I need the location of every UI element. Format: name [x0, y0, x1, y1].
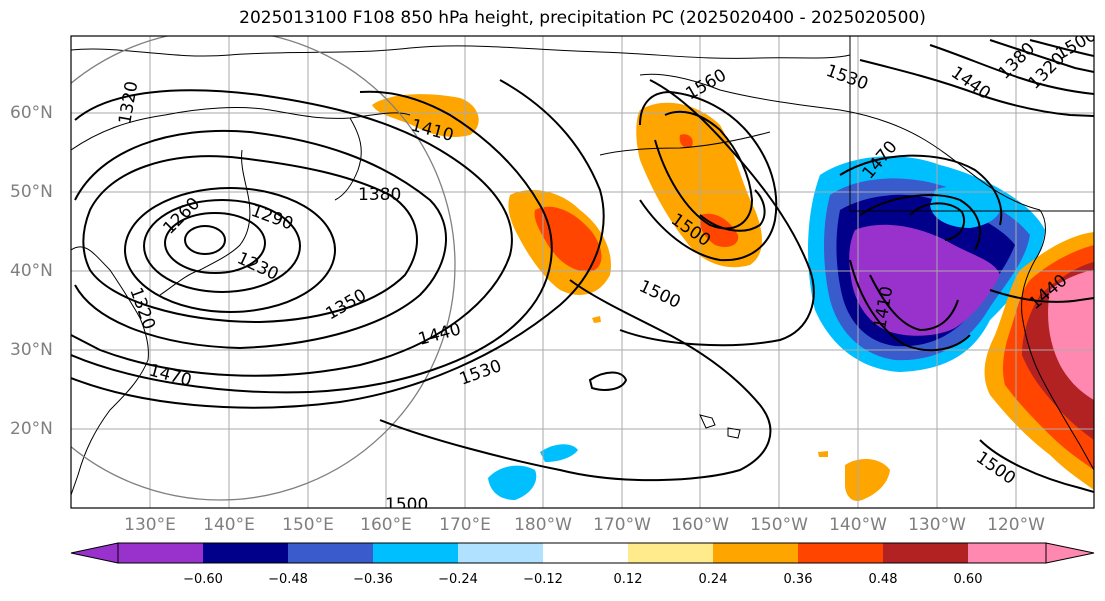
- precip-positive-region: [592, 316, 601, 323]
- contour-line: [124, 187, 336, 313]
- lon-label: 150°E: [282, 515, 334, 535]
- precip-positive-region: [534, 206, 602, 272]
- precip-positive-region: [818, 451, 828, 457]
- contour-line: [859, 194, 981, 251]
- coastline-north-america: [1021, 209, 1094, 471]
- contour-line: [869, 274, 959, 332]
- colorbar-tick-label: 0.60: [953, 572, 983, 587]
- colorbar-extend-max: [1045, 542, 1095, 564]
- lat-label: 20°N: [10, 419, 53, 439]
- coastline-korea-japan: [159, 149, 251, 296]
- colorbar-segment: [628, 543, 713, 563]
- precip-negative-region: [849, 224, 1000, 336]
- map-area: 1320 1260 1290 1230 1320 1380 1350 1410 …: [71, 36, 1094, 515]
- colorbar-segment: [288, 543, 373, 563]
- colorbar-segment: [968, 543, 1046, 563]
- colorbar-tick-label: 0.48: [868, 572, 898, 587]
- hawaii-island: [727, 427, 741, 439]
- contour-line: [619, 79, 815, 347]
- contour-line: [859, 59, 1094, 117]
- colorbar-tick-label: 0.24: [698, 572, 728, 587]
- contour-line: [1029, 39, 1094, 57]
- contour-line: [929, 44, 1094, 95]
- colorbar-segment: [373, 543, 458, 563]
- coastline-aleutians: [599, 131, 771, 156]
- lat-label: 40°N: [10, 261, 53, 281]
- contour-line: [654, 110, 754, 230]
- contour-label: 1500: [385, 495, 428, 515]
- colorbar-tick-label: −0.24: [438, 572, 478, 587]
- contour-label: 1380: [358, 185, 401, 205]
- colorbar-segment: [798, 543, 883, 563]
- contour-line: [164, 212, 266, 274]
- map-frame: [70, 35, 1095, 509]
- colorbar-tick-label: 0.12: [613, 572, 643, 587]
- contour-line: [989, 289, 1094, 303]
- hawaii-island: [699, 414, 716, 429]
- contour-line: [71, 89, 513, 377]
- lon-label: 130°E: [124, 515, 176, 535]
- coastline-alaska: [639, 73, 1041, 211]
- precip-positive-region: [845, 458, 890, 501]
- colorbar-tick-label: −0.48: [268, 572, 308, 587]
- lon-label: 120°W: [987, 515, 1045, 535]
- lon-label: 140°E: [203, 515, 255, 535]
- colorbar-segment: [458, 543, 543, 563]
- contour-line: [71, 79, 605, 409]
- contour-line: [699, 189, 766, 232]
- contour-line: [82, 155, 418, 324]
- contour-line: [588, 371, 628, 391]
- lon-label: 140°W: [829, 515, 887, 535]
- precip-positive-region: [372, 94, 479, 137]
- colorbar-segment: [203, 543, 288, 563]
- lon-label: 160°E: [360, 515, 412, 535]
- lon-label: 150°W: [750, 515, 808, 535]
- contour-line: [184, 225, 226, 255]
- contour-line: [379, 279, 772, 482]
- contour-line: [639, 90, 778, 262]
- colorbar-tick-label: 0.36: [783, 572, 813, 587]
- contour-line: [71, 90, 553, 394]
- colorbar-tick-label: −0.12: [523, 572, 563, 587]
- colorbar-tick-label: −0.36: [353, 572, 393, 587]
- figure-title: 2025013100 F108 850 hPa height, precipit…: [239, 8, 926, 28]
- contour-line: [839, 154, 1003, 226]
- lon-label: 170°E: [439, 515, 491, 535]
- contour-line: [979, 439, 1094, 493]
- coastline-arctic: [71, 45, 851, 59]
- graticule: [71, 36, 1094, 508]
- contour-line: [849, 259, 971, 352]
- lon-label: 180°W: [514, 515, 572, 535]
- contour-line: [143, 199, 301, 293]
- lat-label: 30°N: [10, 340, 53, 360]
- coastline-east-asia: [71, 246, 149, 496]
- colorbar-tick-label: −0.60: [183, 572, 223, 587]
- lon-label: 170°W: [593, 515, 651, 535]
- colorbar-frame: [117, 542, 1047, 564]
- contour-line: [909, 202, 965, 241]
- lon-label: 160°W: [671, 515, 729, 535]
- contour-line: [989, 39, 1094, 73]
- range-circle: [71, 36, 456, 501]
- precip-negative-region: [540, 444, 578, 462]
- colorbar: [70, 542, 1095, 564]
- precip-positive-region: [679, 134, 693, 148]
- lat-label: 50°N: [10, 182, 53, 202]
- coastline-siberia: [71, 107, 411, 151]
- lon-label: 130°W: [908, 515, 966, 535]
- lat-label: 60°N: [10, 103, 53, 123]
- precip-negative-region: [488, 465, 537, 500]
- colorbar-segment: [883, 543, 968, 563]
- colorbar-segment: [713, 543, 798, 563]
- height-contours: [71, 39, 1094, 493]
- contour-line: [74, 129, 447, 350]
- colorbar-extend-min: [70, 542, 119, 564]
- colorbar-segment: [118, 543, 203, 563]
- colorbar-segment: [543, 543, 628, 563]
- coastline-kamchatka: [334, 117, 362, 201]
